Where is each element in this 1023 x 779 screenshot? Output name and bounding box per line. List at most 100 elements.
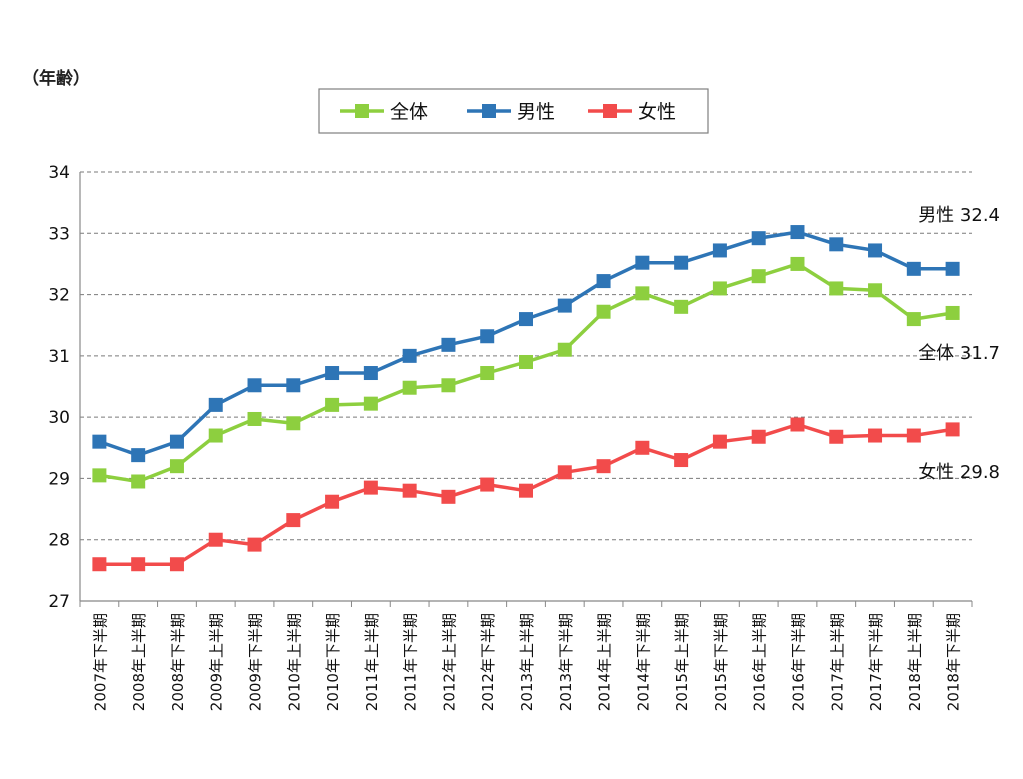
data-point xyxy=(635,286,650,301)
data-point xyxy=(519,483,533,498)
x-tick-label: 2017年下半期 xyxy=(867,613,885,711)
legend-marker xyxy=(355,104,369,118)
series-line-2 xyxy=(98,230,953,457)
data-point xyxy=(247,411,262,426)
data-point xyxy=(751,231,766,246)
x-tick-label: 2017年上半期 xyxy=(828,613,846,711)
annotation-male: 男性 32.4 xyxy=(918,205,1000,226)
data-point xyxy=(596,304,611,319)
data-point xyxy=(131,557,146,572)
data-point xyxy=(674,255,689,270)
y-axis-label: （年齢） xyxy=(22,68,90,89)
x-tick-label: 2015年下半期 xyxy=(712,613,730,711)
data-point xyxy=(868,428,883,443)
data-point xyxy=(286,378,301,393)
data-point xyxy=(363,366,378,381)
data-point xyxy=(325,366,340,381)
data-point xyxy=(363,396,378,411)
x-tick-label: 2010年下半期 xyxy=(324,613,342,711)
x-tick-label: 2016年下半期 xyxy=(789,613,807,711)
x-tick-label: 2012年下半期 xyxy=(479,613,497,711)
x-tick-label: 2014年下半期 xyxy=(634,613,652,711)
data-point xyxy=(480,477,495,492)
data-point xyxy=(169,434,184,449)
data-point xyxy=(906,428,921,443)
y-tick-label: 30 xyxy=(48,408,70,428)
data-point xyxy=(868,243,883,258)
annotation-all: 全体 31.7 xyxy=(918,343,1000,364)
data-point xyxy=(325,494,340,509)
data-point xyxy=(208,532,223,547)
x-tick-label: 2010年上半期 xyxy=(285,613,303,711)
x-tick-label: 2014年上半期 xyxy=(596,613,614,711)
data-point xyxy=(247,537,262,552)
data-point xyxy=(169,459,184,474)
x-tick-label: 2016年上半期 xyxy=(751,613,769,711)
data-point xyxy=(131,474,146,489)
legend-marker xyxy=(603,104,617,118)
data-point xyxy=(480,329,495,344)
x-tick-label: 2013年下半期 xyxy=(557,613,575,711)
y-tick-label: 31 xyxy=(48,347,70,367)
y-tick-label: 32 xyxy=(48,286,70,306)
data-point xyxy=(92,434,107,449)
y-tick-label: 29 xyxy=(48,469,70,489)
data-point xyxy=(596,459,611,474)
x-tick-label: 2008年下半期 xyxy=(169,613,187,711)
data-point xyxy=(208,397,223,412)
x-tick-label: 2009年下半期 xyxy=(247,613,265,711)
x-tick-label: 2013年上半期 xyxy=(518,613,536,711)
data-point xyxy=(169,557,184,572)
data-point xyxy=(92,557,107,572)
data-point xyxy=(286,416,301,431)
data-point xyxy=(92,468,107,483)
data-point xyxy=(441,378,456,393)
data-point xyxy=(325,397,340,412)
data-point xyxy=(557,465,572,480)
y-tick-label: 34 xyxy=(48,163,70,183)
annotation-female: 女性 29.8 xyxy=(918,462,1000,483)
annotations: 男性 32.4 全体 31.7 女性 29.8 xyxy=(918,205,1000,483)
data-point xyxy=(906,312,921,327)
data-point xyxy=(712,434,727,449)
data-point xyxy=(635,440,650,455)
data-point xyxy=(402,483,417,498)
data-point xyxy=(829,281,844,296)
legend-label: 女性 xyxy=(638,101,676,123)
data-point xyxy=(208,428,223,443)
data-point xyxy=(441,337,456,352)
legend-label: 全体 xyxy=(390,101,428,123)
x-tick-label: 2018年上半期 xyxy=(906,613,924,711)
data-point xyxy=(945,422,960,437)
y-tick-label: 28 xyxy=(48,531,70,551)
data-point xyxy=(557,342,572,357)
legend-label: 男性 xyxy=(517,101,555,123)
x-tick-label: 2008年上半期 xyxy=(130,613,148,711)
data-point xyxy=(751,269,766,284)
series xyxy=(92,225,960,572)
legend: 全体 男性 女性 xyxy=(318,88,709,134)
series-line-1 xyxy=(99,262,953,484)
data-point xyxy=(674,453,689,468)
x-tick-label: 2007年下半期 xyxy=(91,613,109,711)
data-point xyxy=(945,305,960,320)
data-point xyxy=(829,429,844,444)
data-point xyxy=(712,243,727,258)
data-point xyxy=(480,366,495,381)
data-point xyxy=(712,281,727,296)
data-point xyxy=(790,256,805,271)
data-point xyxy=(363,480,378,495)
x-tick-label: 2018年下半期 xyxy=(945,613,963,711)
data-point xyxy=(868,283,883,298)
data-point xyxy=(402,348,417,363)
y-tick-label: 27 xyxy=(48,592,70,612)
x-tick-label: 2011年下半期 xyxy=(402,613,420,711)
x-tick-label: 2009年上半期 xyxy=(208,613,226,711)
data-point xyxy=(131,448,146,463)
grid xyxy=(80,171,972,541)
data-point xyxy=(557,298,572,313)
data-point xyxy=(790,225,805,240)
y-tick-label: 33 xyxy=(48,224,70,244)
data-point xyxy=(635,255,650,270)
